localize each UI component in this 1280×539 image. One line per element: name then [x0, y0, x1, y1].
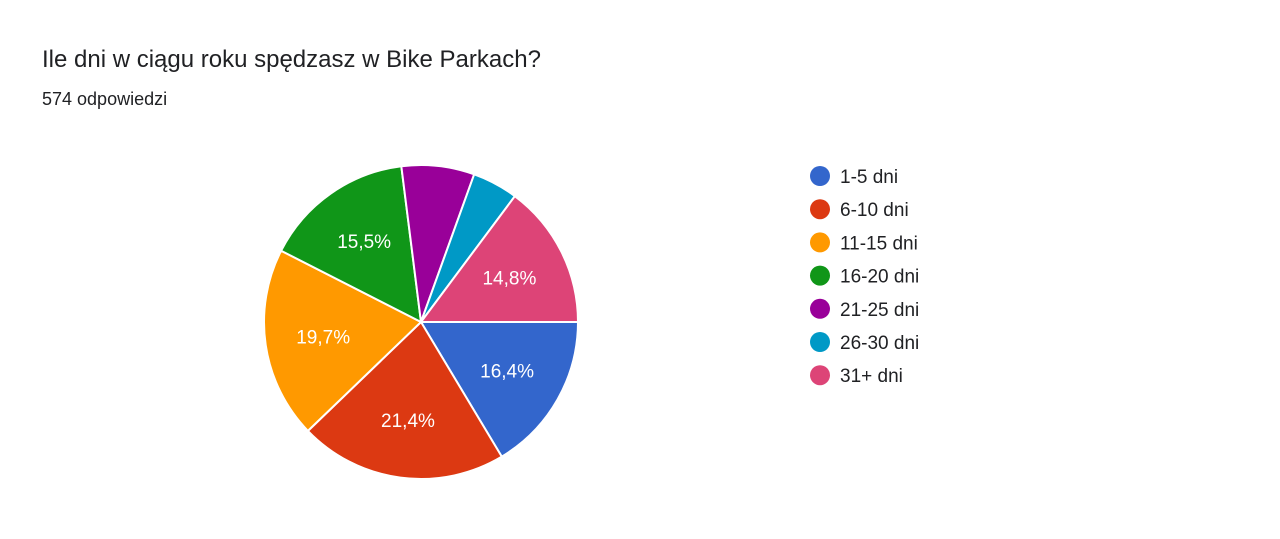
chart-legend: 1-5 dni 6-10 dni 11-15 dni 16-20 dni 21-25 d…: [810, 166, 919, 387]
pie-slice-labels: 16,4% 21,4% 19,7% 15,5% 14,8%: [296, 232, 536, 432]
legend-item[interactable]: 11-15 dni: [810, 232, 918, 254]
legend-swatch: [810, 365, 830, 386]
slice-data-label: 21,4%: [381, 411, 435, 432]
pie-slice-1-5-dni[interactable]: [419, 321, 580, 459]
legend-swatch: [810, 166, 830, 186]
slice-data-label: 19,7%: [296, 328, 350, 349]
pie-slice-16-20-dni[interactable]: [279, 165, 423, 324]
response-count: 574 odpowiedzi: [42, 89, 168, 109]
legend-item[interactable]: 31+ dni: [810, 365, 903, 387]
legend-swatch: [810, 232, 830, 253]
legend-item[interactable]: 1-5 dni: [810, 166, 898, 188]
pie-slices: [263, 164, 580, 480]
legend-item[interactable]: 6-10 dni: [810, 199, 909, 221]
legend-label: 31+ dni: [840, 366, 903, 387]
legend-label: 1-5 dni: [840, 167, 898, 188]
pie-slice-11-15-dni[interactable]: [263, 249, 423, 433]
chart-title: Ile dni w ciągu roku spędzasz w Bike Par…: [42, 46, 541, 73]
legend-swatch: [810, 332, 830, 352]
slice-data-label: 16,4%: [480, 362, 534, 383]
slice-data-label: 15,5%: [337, 232, 391, 253]
legend-label: 16-20 dni: [840, 267, 919, 288]
legend-label: 21-25 dni: [840, 300, 919, 321]
slice-data-label: 14,8%: [482, 269, 536, 290]
legend-label: 11-15 dni: [840, 233, 918, 254]
pie-slice-6-10-dni[interactable]: [306, 320, 504, 480]
legend-item[interactable]: 26-30 dni: [810, 332, 919, 354]
legend-swatch: [810, 298, 830, 319]
legend-label: 26-30 dni: [840, 333, 919, 354]
legend-item[interactable]: 21-25 dni: [810, 298, 919, 321]
legend-swatch: [810, 265, 830, 286]
pie-slice-31-dni[interactable]: [419, 194, 580, 323]
legend-swatch: [810, 199, 830, 220]
legend-item[interactable]: 16-20 dni: [810, 265, 919, 288]
legend-label: 6-10 dni: [840, 200, 909, 221]
